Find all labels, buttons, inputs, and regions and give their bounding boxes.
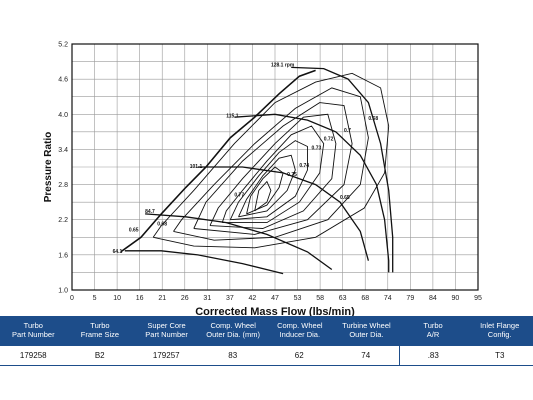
spec-table-row: 179258 B2 179257 83 62 74 .83 T3 xyxy=(0,346,533,366)
x-tick-label: 26 xyxy=(181,295,189,302)
efficiency-island xyxy=(221,125,325,224)
x-tick-label: 63 xyxy=(339,295,347,302)
x-tick-label: 5 xyxy=(93,295,97,302)
x-tick-label: 90 xyxy=(452,295,460,302)
cell-turbo-part-number: 179258 xyxy=(19,351,47,360)
x-tick-label: 68 xyxy=(361,295,369,302)
x-tick-label: 74 xyxy=(384,295,392,302)
efficiency-island xyxy=(193,102,353,235)
y-axis-title: Pressure Ratio xyxy=(43,132,54,203)
efficiency-island xyxy=(246,166,284,215)
y-tick-label: 2.2 xyxy=(58,217,68,224)
x-tick-label: 0 xyxy=(70,295,74,302)
header-turbo-ar: Turbo A/R xyxy=(423,321,443,339)
cell-turbo-ar: .83 xyxy=(399,346,467,365)
header-inlet-flange-config: Inlet Flange Config. xyxy=(480,321,520,339)
speed-line xyxy=(291,66,394,273)
speed-line-label: 115.1 xyxy=(226,113,238,119)
header-super-core-part-number: Super Core Part Number xyxy=(145,321,188,339)
efficiency-island xyxy=(209,113,337,229)
x-tick-label: 16 xyxy=(136,295,144,302)
efficiency-label: 0.75 xyxy=(287,172,297,178)
y-tick-label: 1.0 xyxy=(58,288,68,295)
efficiency-label: 0.72 xyxy=(324,137,334,143)
speed-line-label: 84.7 xyxy=(145,209,155,215)
cell-turbine-wheel-outer-dia: 74 xyxy=(361,351,371,360)
x-tick-label: 37 xyxy=(226,295,234,302)
x-tick-label: 21 xyxy=(158,295,166,302)
header-comp-wheel-inducer-dia: Comp. Wheel Inducer Dia. xyxy=(277,321,323,339)
x-tick-label: 47 xyxy=(271,295,279,302)
x-tick-label: 53 xyxy=(294,295,302,302)
x-tick-label: 84 xyxy=(429,295,437,302)
efficiency-label: 0.74 xyxy=(299,163,309,169)
efficiency-island xyxy=(173,87,369,241)
x-tick-label: 10 xyxy=(113,295,121,302)
speed-line-label: 101.1 xyxy=(190,164,203,170)
compressor-map-chart: 0 5 10 16 21 26 31 37 42 47 53 58 63 68 74 79 84 90 95 1.0 1… xyxy=(43,42,482,317)
efficiency-label: 0.73 xyxy=(312,145,322,151)
speed-line-label: 128.1 rpm xyxy=(271,63,295,69)
spec-table-header: Turbo Part Number Turbo Frame Size Super… xyxy=(0,316,533,346)
efficiency-label: 0.65 xyxy=(129,227,139,233)
surge-line xyxy=(120,69,316,253)
speed-line-label: 64.1 xyxy=(113,249,123,255)
efficiency-island xyxy=(229,140,308,221)
header-turbo-frame-size: Turbo Frame Size xyxy=(80,321,120,339)
cell-comp-wheel-outer-dia: 83 xyxy=(228,351,238,360)
header-turbine-wheel-outer-dia: Turbine Wheel Outer Dia. xyxy=(342,321,391,339)
cell-turbo-frame-size: B2 xyxy=(94,351,105,360)
speed-line xyxy=(145,213,333,271)
y-tick-label: 4.0 xyxy=(58,112,68,119)
header-comp-wheel-outer-dia: Comp. Wheel Outer Dia. (mm) xyxy=(206,321,261,339)
x-tick-label: 79 xyxy=(406,295,414,302)
spec-table: Turbo Part Number Turbo Frame Size Super… xyxy=(0,316,533,366)
efficiency-label: 0.68 xyxy=(157,222,167,228)
efficiency-island xyxy=(254,180,272,212)
cell-inlet-flange-config: T3 xyxy=(495,351,505,360)
efficiency-island xyxy=(238,154,296,218)
chart-series xyxy=(120,66,394,275)
header-turbo-part-number: Turbo Part Number xyxy=(12,321,55,339)
efficiency-island xyxy=(152,72,390,249)
efficiency-label: 0.7 xyxy=(344,128,351,134)
y-tick-label: 1.6 xyxy=(58,252,68,259)
x-tick-label: 42 xyxy=(249,295,257,302)
x-axis-title: Corrected Mass Flow (lbs/min) xyxy=(195,306,355,316)
efficiency-label: 0.68 xyxy=(368,116,378,122)
efficiency-label: 0.77 xyxy=(234,192,244,198)
y-tick-label: 2.8 xyxy=(58,182,68,189)
speed-line xyxy=(234,113,390,273)
plot-frame xyxy=(71,43,479,291)
cell-comp-wheel-inducer-dia: 62 xyxy=(294,351,304,360)
x-tick-label: 58 xyxy=(316,295,324,302)
y-tick-label: 3.4 xyxy=(58,147,68,154)
x-tick-label: 31 xyxy=(203,295,211,302)
y-tick-label: 5.2 xyxy=(58,42,68,49)
y-tick-label: 4.6 xyxy=(58,77,68,84)
chart-labels: 0 5 10 16 21 26 31 37 42 47 53 58 63 68 74 79 84 90 95 1.0 1… xyxy=(58,42,482,303)
cell-super-core-part-number: 179257 xyxy=(152,351,180,360)
speed-line xyxy=(197,166,370,261)
efficiency-label: 0.65 xyxy=(340,195,350,201)
x-tick-label: 95 xyxy=(474,295,482,302)
speed-line xyxy=(124,250,284,275)
